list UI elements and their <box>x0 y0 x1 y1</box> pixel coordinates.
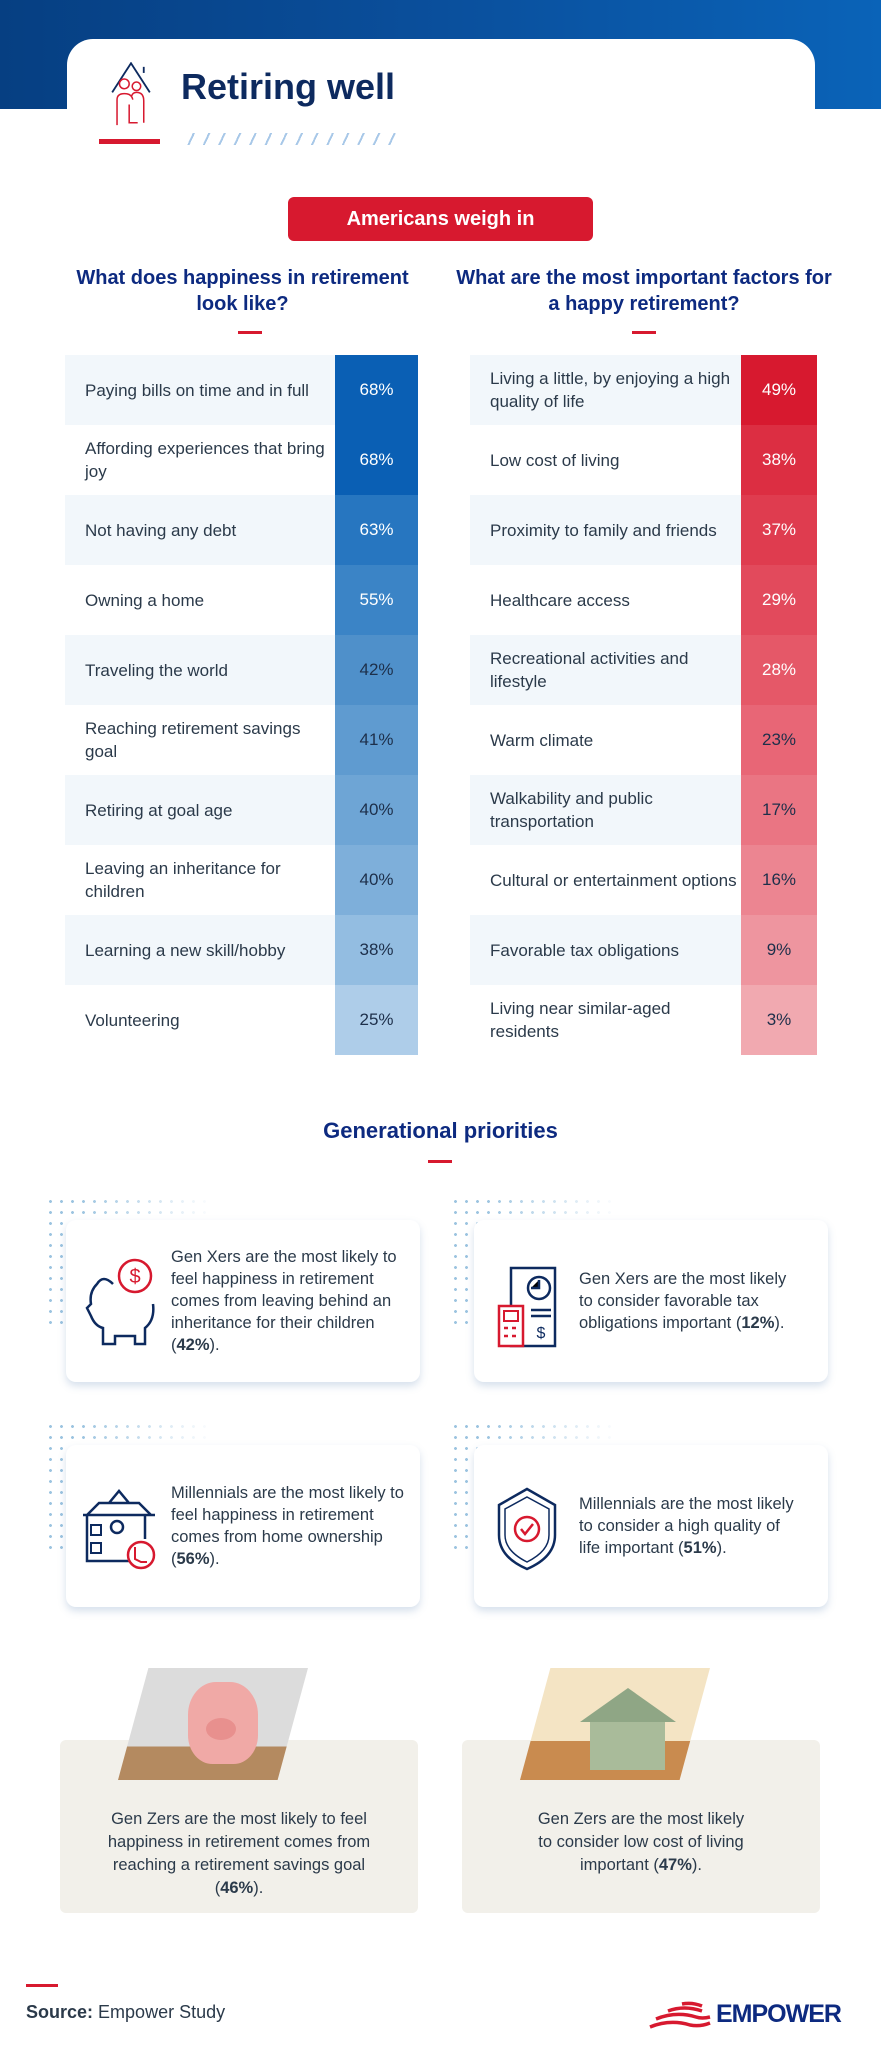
right-dash <box>632 331 656 334</box>
row-percent: 49% <box>741 355 817 425</box>
hatch-decoration <box>184 133 400 145</box>
row-percent: 41% <box>335 705 418 775</box>
table-row: Paying bills on time and in full 68% <box>65 355 418 425</box>
table-row: Reaching retirement savings goal 41% <box>65 705 418 775</box>
row-percent: 68% <box>335 425 418 495</box>
row-percent: 25% <box>335 985 418 1055</box>
table-row: Healthcare access 29% <box>470 565 817 635</box>
piggy-bank-dollar-icon: $ <box>84 1258 155 1346</box>
table-row: Proximity to family and friends 37% <box>470 495 817 565</box>
section-dash <box>428 1160 452 1163</box>
row-label: Owning a home <box>85 590 205 610</box>
factors-table: Living a little, by enjoying a high qual… <box>470 355 817 1055</box>
row-percent: 29% <box>741 565 817 635</box>
row-label: Walkability and public transportation <box>470 775 741 845</box>
section-banner: Americans weigh in <box>288 197 593 241</box>
row-label: Living a little, by enjoying a high qual… <box>470 355 741 425</box>
row-percent: 23% <box>741 705 817 775</box>
row-percent: 3% <box>741 985 817 1055</box>
table-row: Owning a home 55% <box>65 565 418 635</box>
footer-dash <box>26 1984 58 1987</box>
row-label: Proximity to family and friends <box>470 495 741 565</box>
table-row: Recreational activities and lifestyle 28% <box>470 635 817 705</box>
page-title: Retiring well <box>181 66 396 107</box>
row-label: Retiring at goal age <box>65 775 335 845</box>
svg-text:$: $ <box>129 1266 140 1288</box>
table-row: Warm climate 23% <box>470 705 817 775</box>
gen-card: $ Gen Xers are the most likely to consid… <box>474 1220 828 1382</box>
row-percent: 40% <box>335 775 418 845</box>
family-home-icon <box>111 62 151 126</box>
row-label: Low cost of living <box>490 450 620 470</box>
row-percent: 55% <box>335 565 418 635</box>
row-label: Cultural or entertainment options <box>490 870 737 890</box>
table-row: Retiring at goal age 40% <box>65 775 418 845</box>
piggy-bank-photo <box>118 1668 308 1780</box>
header-card <box>67 39 815 159</box>
happiness-table: Paying bills on time and in full 68% Affor… <box>65 355 418 1055</box>
row-percent: 42% <box>335 635 418 705</box>
svg-text:$: $ <box>536 1325 545 1342</box>
right-question: What are the most important factors for … <box>456 267 832 315</box>
row-percent: 17% <box>741 775 817 845</box>
row-percent: 28% <box>741 635 817 705</box>
money-house-photo <box>520 1668 710 1780</box>
table-row: Living near similar-aged residents 3% <box>470 985 817 1055</box>
table-row: Not having any debt 63% <box>65 495 418 565</box>
row-label: Learning a new skill/hobby <box>65 915 335 985</box>
table-row: Traveling the world 42% <box>65 635 418 705</box>
row-label: Healthcare access <box>490 590 630 610</box>
table-row: Low cost of living 38% <box>470 425 817 495</box>
row-label: Not having any debt <box>65 495 335 565</box>
gen-card: $ Gen Xers are the most likely to feel h… <box>66 1220 420 1382</box>
row-label: Leaving an inheritance for children <box>85 859 281 901</box>
table-row: Walkability and public transportation 17% <box>470 775 817 845</box>
table-row: Learning a new skill/hobby 38% <box>65 915 418 985</box>
title-accent <box>99 139 160 144</box>
empower-logo: EMPOWER <box>648 2000 842 2029</box>
table-row: Affording experiences that bring joy 68% <box>65 425 418 495</box>
table-row: Volunteering 25% <box>65 985 418 1055</box>
row-label: Reaching retirement savings goal <box>85 719 301 761</box>
row-label: Recreational activities and lifestyle <box>470 635 741 705</box>
row-percent: 37% <box>741 495 817 565</box>
genz-card: Gen Zers are the most likely to feel hap… <box>60 1740 418 1913</box>
calculator-document-icon: $ <box>497 1266 556 1348</box>
row-label: Paying bills on time and in full <box>65 355 335 425</box>
table-row: Favorable tax obligations 9% <box>470 915 817 985</box>
row-percent: 40% <box>335 845 418 915</box>
row-percent: 38% <box>335 915 418 985</box>
table-row: Leaving an inheritance for children 40% <box>65 845 418 915</box>
table-row: Living a little, by enjoying a high qual… <box>470 355 817 425</box>
row-label: Volunteering <box>85 1010 180 1030</box>
row-label: Affording experiences that bring joy <box>85 439 325 481</box>
empower-wave-icon <box>649 2001 711 2029</box>
shield-check-icon <box>497 1487 556 1571</box>
row-percent: 68% <box>335 355 418 425</box>
row-percent: 9% <box>741 915 817 985</box>
row-label: Traveling the world <box>65 635 335 705</box>
house-rocking-chair-icon <box>82 1489 155 1570</box>
row-percent: 38% <box>741 425 817 495</box>
row-percent: 63% <box>335 495 418 565</box>
gen-card: Millennials are the most likely to feel … <box>66 1445 420 1607</box>
table-row: Cultural or entertainment options 16% <box>470 845 817 915</box>
row-label: Favorable tax obligations <box>470 915 741 985</box>
left-dash <box>238 331 262 334</box>
section-title: Generational priorities <box>323 1118 558 1143</box>
gen-card: Millennials are the most likely to consi… <box>474 1445 828 1607</box>
source-note: Source: Empower Study <box>26 2002 226 2022</box>
row-label: Warm climate <box>490 730 594 750</box>
left-question: What does happiness in retirement look l… <box>76 267 409 315</box>
row-percent: 16% <box>741 845 817 915</box>
row-label: Living near similar-aged residents <box>490 999 671 1041</box>
